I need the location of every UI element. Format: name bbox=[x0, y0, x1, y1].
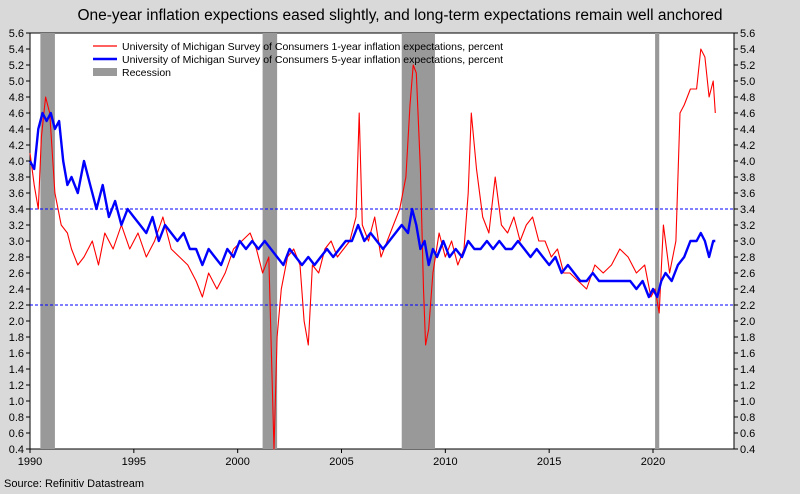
y-tick-label-right: 1.4 bbox=[740, 364, 755, 376]
y-tick-label-right: 5.4 bbox=[740, 44, 755, 56]
y-tick-label-left: 3.8 bbox=[9, 172, 24, 184]
y-tick-label-right: 2.6 bbox=[740, 268, 755, 280]
y-tick-label-left: 2.0 bbox=[9, 316, 24, 328]
y-tick-label-left: 1.2 bbox=[9, 380, 24, 392]
x-tick-label: 1995 bbox=[122, 456, 146, 468]
y-tick-label-right: 0.8 bbox=[740, 412, 755, 424]
series-line-1yr bbox=[29, 48, 716, 450]
x-tick-label: 2005 bbox=[329, 456, 353, 468]
chart-title: One-year inflation expections eased slig… bbox=[77, 7, 722, 24]
source-note: Source: Refinitiv Datastream bbox=[4, 478, 144, 490]
reference-lines bbox=[30, 208, 734, 306]
y-tick-label-right: 4.0 bbox=[740, 156, 755, 168]
y-tick-label-left: 0.4 bbox=[9, 444, 24, 456]
y-tick-label-right: 3.2 bbox=[740, 220, 755, 232]
y-tick-label-left: 4.2 bbox=[9, 140, 24, 152]
y-tick-label-left: 3.4 bbox=[9, 204, 24, 216]
y-tick-label-left: 5.0 bbox=[9, 76, 24, 88]
y-tick-label-left: 0.8 bbox=[9, 412, 24, 424]
axes: 0.4 0.4 0.6 0.6 0.8 0.8 1.0 1.0 1.2 1.2 1.4 1.4 1.6 1… bbox=[9, 28, 756, 468]
y-tick-label-left: 4.6 bbox=[9, 108, 24, 120]
legend: University of Michigan Survey of Consume… bbox=[93, 41, 503, 79]
y-tick-label-left: 2.2 bbox=[9, 300, 24, 312]
y-tick-label-left: 1.4 bbox=[9, 364, 24, 376]
legend-label-0: University of Michigan Survey of Consume… bbox=[122, 41, 503, 53]
recession-band-0 bbox=[40, 33, 55, 449]
recession-bands bbox=[40, 33, 660, 449]
x-tick-label: 2020 bbox=[641, 456, 665, 468]
y-tick-label-right: 1.2 bbox=[740, 380, 755, 392]
legend-label-1: University of Michigan Survey of Consume… bbox=[122, 54, 503, 66]
y-tick-label-right: 3.4 bbox=[740, 204, 755, 216]
y-tick-label-right: 0.6 bbox=[740, 428, 755, 440]
y-tick-label-left: 5.4 bbox=[9, 44, 24, 56]
y-tick-label-right: 3.6 bbox=[740, 188, 755, 200]
y-tick-label-right: 5.6 bbox=[740, 28, 755, 40]
y-tick-label-left: 0.6 bbox=[9, 428, 24, 440]
y-tick-label-left: 3.0 bbox=[9, 236, 24, 248]
y-tick-label-right: 0.4 bbox=[740, 444, 755, 456]
series-lines bbox=[28, 48, 716, 450]
y-tick-label-right: 2.8 bbox=[740, 252, 755, 264]
y-tick-label-right: 2.4 bbox=[740, 284, 755, 296]
legend-swatch-recession bbox=[93, 68, 117, 76]
y-tick-label-left: 1.0 bbox=[9, 396, 24, 408]
y-tick-label-left: 2.8 bbox=[9, 252, 24, 264]
y-tick-label-left: 5.6 bbox=[9, 28, 24, 40]
y-tick-label-left: 4.8 bbox=[9, 92, 24, 104]
y-tick-label-right: 5.2 bbox=[740, 60, 755, 72]
y-tick-label-left: 4.0 bbox=[9, 156, 24, 168]
y-tick-label-right: 2.0 bbox=[740, 316, 755, 328]
y-tick-label-right: 1.6 bbox=[740, 348, 755, 360]
legend-label-2: Recession bbox=[122, 67, 171, 79]
y-tick-label-right: 4.2 bbox=[740, 140, 755, 152]
plot-area bbox=[29, 32, 735, 450]
y-tick-label-right: 4.4 bbox=[740, 124, 755, 136]
x-tick-label: 2015 bbox=[537, 456, 561, 468]
x-tick-label: 2000 bbox=[225, 456, 249, 468]
y-tick-label-right: 5.0 bbox=[740, 76, 755, 88]
y-tick-label-left: 3.2 bbox=[9, 220, 24, 232]
y-tick-label-right: 2.2 bbox=[740, 300, 755, 312]
recession-band-3 bbox=[655, 33, 660, 449]
y-tick-label-right: 3.0 bbox=[740, 236, 755, 248]
y-tick-label-right: 3.8 bbox=[740, 172, 755, 184]
y-tick-label-left: 3.6 bbox=[9, 188, 24, 200]
recession-band-1 bbox=[262, 33, 278, 449]
y-tick-label-left: 4.4 bbox=[9, 124, 24, 136]
y-tick-label-right: 1.8 bbox=[740, 332, 755, 344]
x-tick-label: 2010 bbox=[433, 456, 457, 468]
y-tick-label-right: 4.8 bbox=[740, 92, 755, 104]
y-tick-label-left: 2.4 bbox=[9, 284, 24, 296]
y-tick-label-left: 5.2 bbox=[9, 60, 24, 72]
y-tick-label-right: 4.6 bbox=[740, 108, 755, 120]
y-tick-label-right: 1.0 bbox=[740, 396, 755, 408]
series-line-5yr bbox=[28, 111, 716, 299]
y-tick-label-left: 2.6 bbox=[9, 268, 24, 280]
y-tick-label-left: 1.6 bbox=[9, 348, 24, 360]
x-tick-label: 1990 bbox=[18, 456, 42, 468]
y-tick-label-left: 1.8 bbox=[9, 332, 24, 344]
